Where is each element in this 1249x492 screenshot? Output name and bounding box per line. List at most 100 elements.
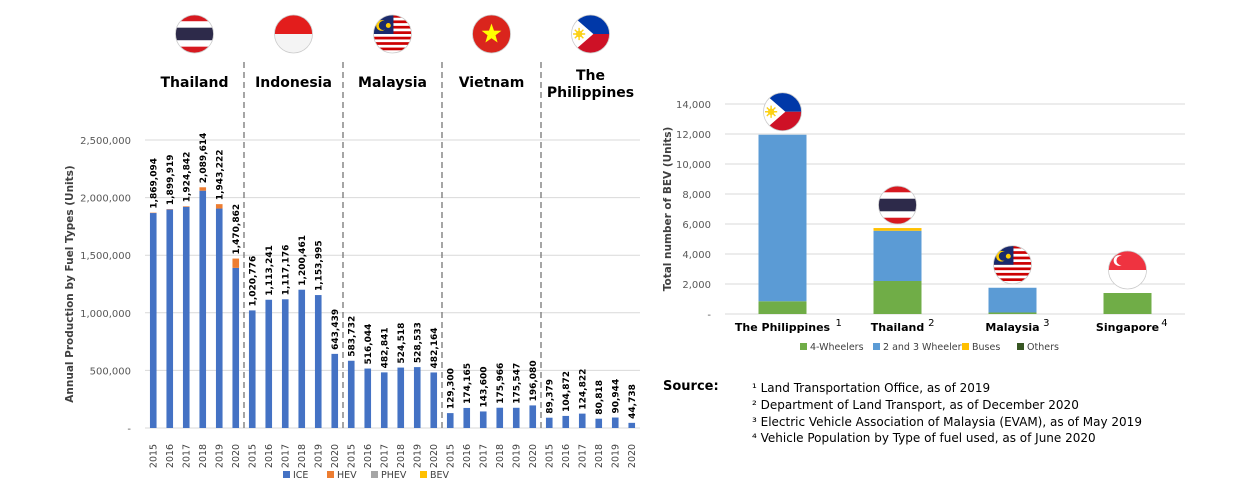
legend-label: Buses xyxy=(972,342,1000,353)
y-tick-label: 14,000 xyxy=(676,100,711,111)
data-label: 174,165 xyxy=(463,363,473,404)
bar-ice xyxy=(545,417,553,428)
legend-label: 2 and 3 Wheelers xyxy=(883,342,967,353)
data-label: 90,944 xyxy=(611,379,621,414)
x-tick-label: 2019 xyxy=(610,444,621,468)
legend-swatch xyxy=(283,471,290,478)
data-label: 44,738 xyxy=(628,384,638,419)
data-label: 175,547 xyxy=(512,363,522,404)
y-tick-label: 2,000 xyxy=(682,280,711,291)
y-tick-label: - xyxy=(127,424,131,435)
group-title: Philippines xyxy=(547,85,634,101)
bar-ice xyxy=(215,208,223,428)
data-label: 143,600 xyxy=(479,366,489,407)
x-tick-label: 2018 xyxy=(396,444,407,468)
legend-swatch xyxy=(420,471,427,478)
data-label: 482,841 xyxy=(380,327,390,368)
x-tick-label: Malaysia xyxy=(985,321,1039,334)
bar-ice xyxy=(248,310,256,428)
data-label: 1,113,241 xyxy=(265,245,275,296)
source-label: Source: xyxy=(663,379,719,394)
data-label: 528,533 xyxy=(413,322,423,363)
y-tick-label: 2,000,000 xyxy=(80,194,131,205)
y-tick-label: 500,000 xyxy=(90,366,131,377)
bar-ice xyxy=(166,209,174,428)
thailand-flag xyxy=(175,14,214,54)
y-tick-label: 12,000 xyxy=(676,130,711,141)
bar-hev xyxy=(182,206,190,207)
data-label: 1,869,094 xyxy=(149,158,159,209)
data-label: 129,300 xyxy=(446,368,456,409)
source-line-2: ² Department of Land Transport, as of De… xyxy=(752,398,1079,412)
source-line-3: ³ Electric Vehicle Association of Malays… xyxy=(752,415,1142,429)
legend-swatch xyxy=(873,343,880,350)
bar-two-three xyxy=(758,134,807,302)
legend-swatch xyxy=(962,343,969,350)
data-label: 1,924,842 xyxy=(182,152,192,203)
x-tick-label: 2017 xyxy=(577,444,588,468)
philippines-flag xyxy=(571,14,610,54)
bar-ice xyxy=(199,190,207,428)
legend-swatch xyxy=(327,471,334,478)
superscript-label: 1 xyxy=(836,318,842,329)
data-label: 1,470,862 xyxy=(232,204,242,255)
malaysia-flag xyxy=(993,245,1032,285)
bar-ice xyxy=(149,213,157,428)
x-tick-label: 2019 xyxy=(412,444,423,468)
singapore-flag xyxy=(1108,250,1147,290)
production-chart: - 500,000 1,000,000 1,500,000 2,000,000 2,500… xyxy=(64,14,640,481)
bar-ice xyxy=(232,267,240,428)
y-tick-label: 10,000 xyxy=(676,160,711,171)
bar-ice xyxy=(182,206,190,428)
legend-label: BEV xyxy=(430,470,450,481)
bar-hev xyxy=(232,258,240,268)
bar-ice xyxy=(380,372,388,428)
x-tick-label: 2017 xyxy=(181,444,192,468)
bar-four xyxy=(1103,293,1152,314)
bar-ice xyxy=(430,372,438,428)
data-label: 516,044 xyxy=(364,324,374,365)
x-tick-label: 2019 xyxy=(511,444,522,468)
data-label: 482,164 xyxy=(430,327,440,368)
legend-label: HEV xyxy=(337,470,357,481)
x-tick-label: 2016 xyxy=(165,444,176,468)
group-title: Thailand xyxy=(161,75,229,91)
y-tick-label: 2,500,000 xyxy=(80,136,131,147)
legend-swatch xyxy=(371,471,378,478)
data-label: 1,200,461 xyxy=(298,235,308,286)
data-label: 1,899,919 xyxy=(166,154,176,205)
data-label: 80,818 xyxy=(595,380,605,415)
data-label: 104,872 xyxy=(562,371,572,412)
superscript-label: 2 xyxy=(928,318,934,329)
x-tick-label: 2020 xyxy=(528,444,539,468)
y-axis-title: Total number of BEV (Units) xyxy=(662,127,674,292)
superscript-label: 4 xyxy=(1161,318,1167,329)
x-tick-label: 2016 xyxy=(363,444,374,468)
bar-ice xyxy=(628,422,636,428)
bar-ice xyxy=(331,353,339,428)
x-tick-label: 2018 xyxy=(495,444,506,468)
superscript-label: 3 xyxy=(1043,318,1049,329)
data-label: 175,966 xyxy=(496,363,506,404)
bar-ice xyxy=(463,407,471,428)
bar-ice xyxy=(496,407,504,428)
x-tick-label: 2017 xyxy=(379,444,390,468)
x-tick-label: 2015 xyxy=(148,444,159,468)
x-tick-label: 2016 xyxy=(561,444,572,468)
x-tick-label: 2015 xyxy=(247,444,258,468)
legend-swatch xyxy=(1017,343,1024,350)
data-label: 89,379 xyxy=(545,379,555,414)
y-tick-label: 8,000 xyxy=(682,190,711,201)
philippines-flag xyxy=(763,92,802,132)
thailand-flag xyxy=(878,185,917,225)
bar-buses xyxy=(873,228,922,231)
bar-ice xyxy=(446,413,454,428)
data-label: 1,153,995 xyxy=(314,240,324,291)
x-tick-label: 2020 xyxy=(231,444,242,468)
x-tick-label: 2019 xyxy=(214,444,225,468)
x-tick-label: 2017 xyxy=(478,444,489,468)
x-tick-label: Singapore xyxy=(1096,321,1159,334)
bar-ice xyxy=(314,295,322,428)
bar-ice xyxy=(578,413,586,428)
legend-label: ICE xyxy=(293,470,308,481)
